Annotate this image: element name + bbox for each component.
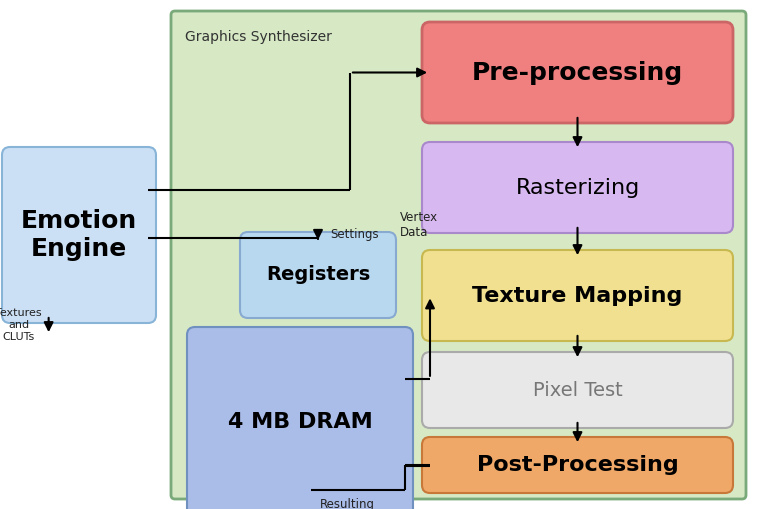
Text: Post-Processing: Post-Processing — [477, 455, 678, 475]
FancyBboxPatch shape — [240, 232, 396, 318]
Text: Graphics Synthesizer: Graphics Synthesizer — [185, 30, 332, 44]
Text: Resulting
pixels: Resulting pixels — [320, 498, 375, 509]
FancyBboxPatch shape — [422, 437, 733, 493]
Text: Pre-processing: Pre-processing — [472, 61, 683, 84]
FancyBboxPatch shape — [2, 147, 156, 323]
Text: Textures
and
CLUTs: Textures and CLUTs — [0, 308, 42, 342]
FancyBboxPatch shape — [187, 327, 413, 509]
Text: 4 MB DRAM: 4 MB DRAM — [227, 412, 372, 433]
FancyBboxPatch shape — [422, 352, 733, 428]
Text: Registers: Registers — [266, 266, 370, 285]
Text: Vertex
Data: Vertex Data — [400, 211, 438, 239]
Text: Rasterizing: Rasterizing — [515, 178, 640, 197]
FancyBboxPatch shape — [422, 250, 733, 341]
FancyBboxPatch shape — [171, 11, 746, 499]
Text: Pixel Test: Pixel Test — [533, 381, 622, 400]
FancyBboxPatch shape — [422, 22, 733, 123]
Text: Settings: Settings — [330, 228, 379, 241]
Text: Texture Mapping: Texture Mapping — [472, 286, 683, 305]
FancyBboxPatch shape — [422, 142, 733, 233]
Text: Emotion
Engine: Emotion Engine — [21, 209, 137, 261]
